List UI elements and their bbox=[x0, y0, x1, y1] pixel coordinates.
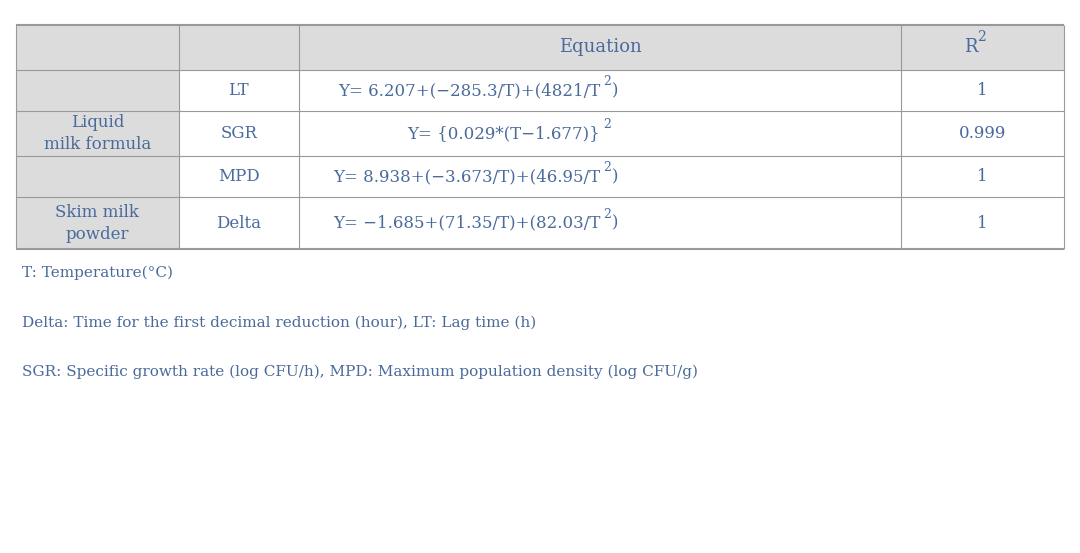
Bar bbox=[178, 70, 299, 111]
Text: Y= {0.029*(T−1.677)}: Y= {0.029*(T−1.677)} bbox=[407, 125, 600, 142]
Bar bbox=[299, 111, 902, 156]
Bar bbox=[902, 70, 1064, 111]
Bar bbox=[299, 197, 902, 249]
Text: Delta: Time for the first decimal reduction (hour), LT: Lag time (h): Delta: Time for the first decimal reduct… bbox=[22, 315, 536, 330]
Text: SGR: SGR bbox=[220, 125, 257, 142]
Text: Skim milk
powder: Skim milk powder bbox=[55, 204, 139, 243]
Text: Liquid
milk formula: Liquid milk formula bbox=[44, 114, 151, 153]
Text: 2: 2 bbox=[604, 161, 611, 174]
Bar bbox=[178, 156, 299, 197]
Text: R: R bbox=[963, 38, 977, 56]
Bar bbox=[299, 25, 902, 70]
Bar bbox=[902, 156, 1064, 197]
Text: T: Temperature(°C): T: Temperature(°C) bbox=[22, 265, 173, 280]
Text: 1: 1 bbox=[977, 82, 988, 99]
Text: 2: 2 bbox=[604, 208, 611, 221]
Text: 1: 1 bbox=[977, 215, 988, 232]
Bar bbox=[16, 70, 178, 111]
Text: 2: 2 bbox=[977, 30, 986, 44]
Bar bbox=[178, 25, 299, 70]
Text: Y= −1.685+(71.35/T)+(82.03/T: Y= −1.685+(71.35/T)+(82.03/T bbox=[333, 215, 600, 232]
Bar bbox=[178, 111, 299, 156]
Text: 1: 1 bbox=[977, 168, 988, 185]
Bar bbox=[16, 25, 178, 70]
Text: LT: LT bbox=[229, 82, 249, 99]
Bar bbox=[299, 156, 902, 197]
Text: Y= 6.207+(−285.3/T)+(4821/T: Y= 6.207+(−285.3/T)+(4821/T bbox=[338, 82, 600, 99]
Text: 0.999: 0.999 bbox=[959, 125, 1007, 142]
Text: Delta: Delta bbox=[216, 215, 261, 232]
Text: ): ) bbox=[612, 82, 619, 99]
Text: SGR: Specific growth rate (log CFU/h), MPD: Maximum population density (log CFU/: SGR: Specific growth rate (log CFU/h), M… bbox=[22, 365, 698, 379]
Text: ): ) bbox=[612, 168, 619, 185]
Bar bbox=[299, 70, 902, 111]
Text: MPD: MPD bbox=[218, 168, 259, 185]
Text: 2: 2 bbox=[604, 75, 611, 88]
Text: Equation: Equation bbox=[558, 38, 642, 56]
Bar bbox=[16, 197, 178, 249]
Text: ): ) bbox=[612, 215, 619, 232]
Bar bbox=[16, 111, 178, 156]
Text: Y= 8.938+(−3.673/T)+(46.95/T: Y= 8.938+(−3.673/T)+(46.95/T bbox=[333, 168, 600, 185]
Bar bbox=[902, 25, 1064, 70]
Text: 2: 2 bbox=[604, 118, 611, 131]
Bar bbox=[902, 197, 1064, 249]
Bar bbox=[178, 197, 299, 249]
Bar bbox=[16, 156, 178, 197]
Bar bbox=[902, 111, 1064, 156]
